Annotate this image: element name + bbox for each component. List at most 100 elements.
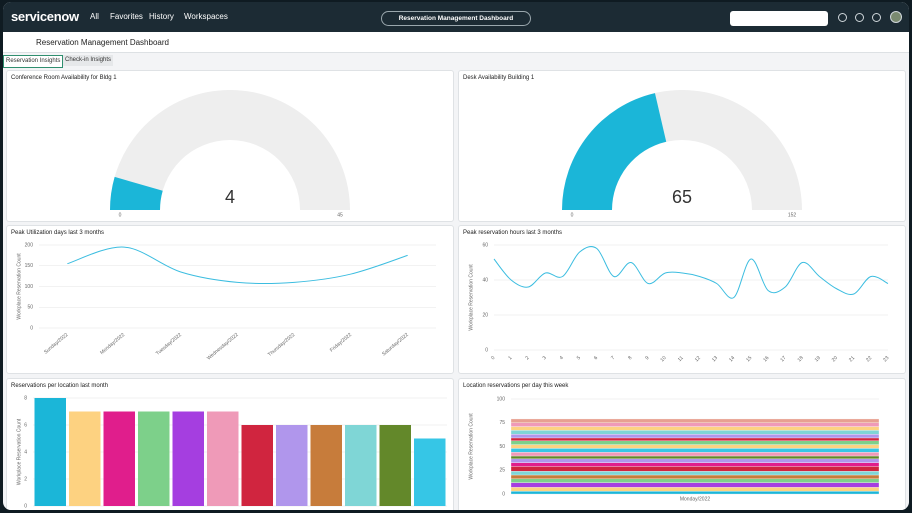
x-tick-label: Monday/2022	[680, 496, 711, 502]
y-tick-label: 6	[24, 422, 27, 428]
bar-segment	[510, 444, 880, 449]
bar-segment	[510, 426, 880, 431]
y-tick-label: 0	[24, 503, 27, 509]
widget-title: Peak reservation hours last 3 months	[463, 230, 563, 236]
gauge: 65 0 152	[562, 90, 802, 218]
x-tick-label: 5	[576, 355, 582, 361]
gauge-min-label: 0	[119, 212, 122, 218]
y-tick-label: 0	[502, 491, 505, 497]
x-tick-label: Saturday/2022	[381, 332, 410, 358]
x-tick-label: Thursday/2022	[267, 332, 297, 358]
y-tick-label: 40	[482, 277, 488, 283]
widget-title: Location reservations per day this week	[463, 383, 569, 389]
x-tick-label: 3	[542, 355, 548, 361]
bar-segment	[510, 455, 880, 459]
sub-header: Reservation Management Dashboard	[3, 32, 909, 53]
bar-segment	[510, 474, 880, 479]
y-tick-label: 0	[30, 325, 33, 331]
nav-item[interactable]: All	[90, 12, 99, 21]
logo[interactable]: servicenow	[11, 9, 79, 24]
x-tick-label: 17	[779, 355, 787, 363]
x-tick-label: Friday/2022	[329, 332, 353, 354]
gauge-min-label: 0	[571, 212, 574, 218]
bar	[241, 425, 273, 506]
nav-item[interactable]: Workspaces	[184, 12, 228, 21]
widget: 65 0 152 Desk Availability Building 1	[458, 70, 906, 222]
bar-segment	[510, 422, 880, 427]
x-tick-label: 1	[507, 355, 513, 361]
tab[interactable]: Reservation Insights	[3, 55, 64, 68]
y-axis-label: Workplace Reservation Count	[468, 413, 474, 480]
x-tick-label: 21	[848, 355, 856, 363]
gauge-value-label: 65	[672, 187, 692, 207]
avatar[interactable]	[890, 11, 902, 23]
y-tick-label: 200	[25, 242, 34, 248]
bar-segment	[510, 440, 880, 445]
widget-title: Desk Availability Building 1	[463, 75, 535, 81]
bar	[379, 425, 411, 506]
x-tick-label: 8	[627, 355, 633, 361]
bar	[69, 411, 101, 506]
x-tick-label: 22	[865, 355, 873, 363]
y-axis-label: Workplace Reservation Count	[468, 264, 474, 331]
bar-segment	[510, 487, 880, 492]
dashboard-title[interactable]: Reservation Management Dashboard	[36, 38, 169, 47]
x-tick-label: Sunday/2022	[43, 332, 70, 356]
bar	[34, 398, 66, 506]
y-axis-label: Workplace Reservation Count	[16, 418, 22, 485]
y-axis-label: Workplace Reservation Count	[16, 253, 22, 320]
bar-segment	[510, 471, 880, 476]
bar-segment	[510, 466, 880, 472]
x-tick-label: 12	[694, 355, 702, 363]
y-tick-label: 100	[497, 396, 506, 402]
bar	[310, 425, 342, 506]
y-tick-label: 0	[485, 347, 488, 353]
context-pill[interactable]: Reservation Management Dashboard	[381, 11, 531, 26]
x-tick-label: Wednesday/2022	[206, 332, 240, 362]
help-icon[interactable]	[855, 13, 864, 22]
search-box[interactable]	[730, 11, 828, 26]
gauge-value-label: 4	[225, 187, 235, 207]
line	[67, 246, 408, 285]
bar-segment	[510, 448, 880, 453]
widget: 4 0 45 Conference Room Availability for Bld…	[6, 70, 454, 222]
y-tick-label: 150	[25, 263, 34, 269]
x-tick-label: Tuesday/2022	[155, 332, 183, 357]
globe-icon[interactable]	[838, 13, 847, 22]
y-tick-label: 100	[25, 284, 34, 290]
bar-segment	[510, 462, 880, 467]
widget: 0 2 4 6 8 Workplace Reservation Count Reservat…	[6, 378, 454, 510]
widget-title: Reservations per location last month	[11, 383, 109, 389]
x-tick-label: 11	[677, 355, 685, 363]
phone-icon[interactable]	[872, 13, 881, 22]
y-tick-label: 50	[27, 305, 33, 311]
bar	[103, 411, 135, 506]
bar-segment	[510, 418, 880, 423]
bar	[414, 438, 446, 506]
gauge-value	[562, 93, 667, 210]
gauge-track	[110, 90, 350, 210]
bar	[207, 411, 239, 506]
nav-item[interactable]: History	[149, 12, 174, 21]
x-tick-label: 10	[659, 355, 667, 363]
bar	[276, 425, 308, 506]
bar	[172, 411, 204, 506]
x-tick-label: 23	[882, 355, 890, 363]
x-tick-label: Monday/2022	[99, 332, 126, 356]
y-tick-label: 50	[499, 444, 505, 450]
x-tick-label: 13	[711, 355, 719, 363]
y-tick-label: 60	[482, 242, 488, 248]
gauge-max-label: 152	[788, 212, 797, 218]
gauge-max-label: 45	[337, 212, 343, 218]
x-tick-label: 14	[728, 355, 736, 363]
gauge: 4 0 45	[110, 90, 350, 218]
bar	[138, 411, 170, 506]
bar-segment	[510, 458, 880, 463]
x-tick-label: 20	[831, 355, 839, 363]
top-nav: servicenow All Favorites History Workspa…	[3, 2, 909, 32]
nav-item[interactable]: Favorites	[110, 12, 143, 21]
stacked-bar-chart: 0 25 50 75 100 Workplace Reservation Count Mon…	[468, 396, 880, 502]
x-tick-label: 19	[814, 355, 822, 363]
line	[493, 246, 889, 299]
tab[interactable]: Check-in Insights	[63, 55, 114, 66]
